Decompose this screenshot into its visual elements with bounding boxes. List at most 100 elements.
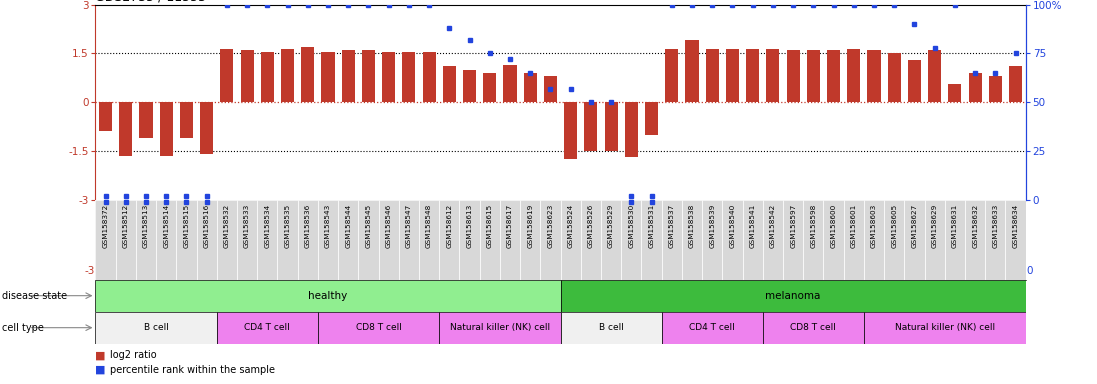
Bar <box>665 48 678 102</box>
Bar <box>479 200 500 280</box>
Bar <box>156 200 177 280</box>
Bar <box>925 200 945 280</box>
Bar <box>220 48 234 102</box>
Text: healthy: healthy <box>308 291 348 301</box>
Bar <box>443 66 456 102</box>
Text: GSM158513: GSM158513 <box>143 204 149 248</box>
Text: B cell: B cell <box>599 323 623 332</box>
Bar <box>988 76 1002 102</box>
Bar <box>928 50 941 102</box>
Text: GSM158543: GSM158543 <box>325 204 331 248</box>
Text: CD8 T cell: CD8 T cell <box>791 323 836 332</box>
Bar <box>95 280 561 312</box>
Bar <box>500 200 520 280</box>
Bar <box>439 312 561 344</box>
Bar <box>806 50 819 102</box>
Text: Natural killer (NK) cell: Natural killer (NK) cell <box>450 323 550 332</box>
Text: GSM158548: GSM158548 <box>426 204 432 248</box>
Text: GSM158627: GSM158627 <box>912 204 917 248</box>
Bar <box>139 102 152 138</box>
Bar <box>847 48 860 102</box>
Bar <box>884 200 904 280</box>
Text: GSM158529: GSM158529 <box>608 204 614 248</box>
Bar <box>824 200 844 280</box>
Bar <box>302 47 315 102</box>
Bar <box>948 84 961 102</box>
Text: 0: 0 <box>1026 266 1032 276</box>
Bar <box>601 200 621 280</box>
Text: GSM158547: GSM158547 <box>406 204 411 248</box>
Text: CD4 T cell: CD4 T cell <box>689 323 735 332</box>
Bar <box>378 200 399 280</box>
Bar <box>969 73 982 102</box>
Text: Natural killer (NK) cell: Natural killer (NK) cell <box>895 323 995 332</box>
Bar <box>645 102 658 135</box>
Bar <box>523 73 536 102</box>
Bar <box>504 65 517 102</box>
Text: GSM158601: GSM158601 <box>851 204 857 248</box>
Bar <box>200 102 213 154</box>
Text: GSM158619: GSM158619 <box>528 204 533 248</box>
Text: GSM158598: GSM158598 <box>811 204 816 248</box>
Bar <box>177 200 196 280</box>
Bar <box>887 53 901 102</box>
Text: GSM158532: GSM158532 <box>224 204 230 248</box>
Bar <box>722 200 743 280</box>
Bar <box>686 40 699 102</box>
Bar <box>99 102 112 131</box>
Text: GSM158516: GSM158516 <box>204 204 210 248</box>
Bar <box>399 200 419 280</box>
Bar <box>237 200 257 280</box>
Text: GSM158629: GSM158629 <box>931 204 938 248</box>
Bar <box>904 200 925 280</box>
Text: CD4 T cell: CD4 T cell <box>245 323 291 332</box>
Bar <box>783 200 803 280</box>
Bar <box>868 50 881 102</box>
Bar <box>945 200 965 280</box>
Bar <box>661 312 762 344</box>
Text: disease state: disease state <box>2 291 67 301</box>
Bar <box>439 200 460 280</box>
Bar <box>743 200 762 280</box>
Text: GSM158632: GSM158632 <box>972 204 979 248</box>
Text: GSM158530: GSM158530 <box>629 204 634 248</box>
Bar <box>767 48 780 102</box>
Bar <box>318 200 338 280</box>
Text: GSM158515: GSM158515 <box>183 204 190 248</box>
Bar <box>1009 66 1022 102</box>
Bar <box>520 200 541 280</box>
Bar <box>422 52 436 102</box>
Text: -3: -3 <box>84 266 95 276</box>
Bar <box>95 200 115 280</box>
Bar <box>318 312 439 344</box>
Text: GSM158546: GSM158546 <box>386 204 392 248</box>
Text: melanoma: melanoma <box>766 291 821 301</box>
Bar <box>585 102 598 151</box>
Text: GSM158535: GSM158535 <box>284 204 291 248</box>
Bar <box>403 52 416 102</box>
Text: GSM158605: GSM158605 <box>891 204 897 248</box>
Bar <box>661 200 682 280</box>
Bar <box>359 200 378 280</box>
Text: GSM158514: GSM158514 <box>163 204 169 248</box>
Bar <box>297 200 318 280</box>
Text: GSM158617: GSM158617 <box>507 204 513 248</box>
Text: B cell: B cell <box>144 323 169 332</box>
Bar <box>321 52 335 102</box>
Text: GSM158512: GSM158512 <box>123 204 128 248</box>
Bar <box>642 200 661 280</box>
Text: GSM158540: GSM158540 <box>730 204 735 248</box>
Bar <box>762 200 783 280</box>
Bar <box>362 50 375 102</box>
Bar <box>682 200 702 280</box>
Bar <box>564 102 577 159</box>
Bar <box>217 312 318 344</box>
Bar <box>483 73 496 102</box>
Bar <box>541 200 561 280</box>
Bar <box>217 200 237 280</box>
Bar <box>261 52 274 102</box>
Bar <box>908 60 921 102</box>
Bar <box>604 102 618 151</box>
Text: ■: ■ <box>95 365 106 375</box>
Text: GSM158631: GSM158631 <box>952 204 958 248</box>
